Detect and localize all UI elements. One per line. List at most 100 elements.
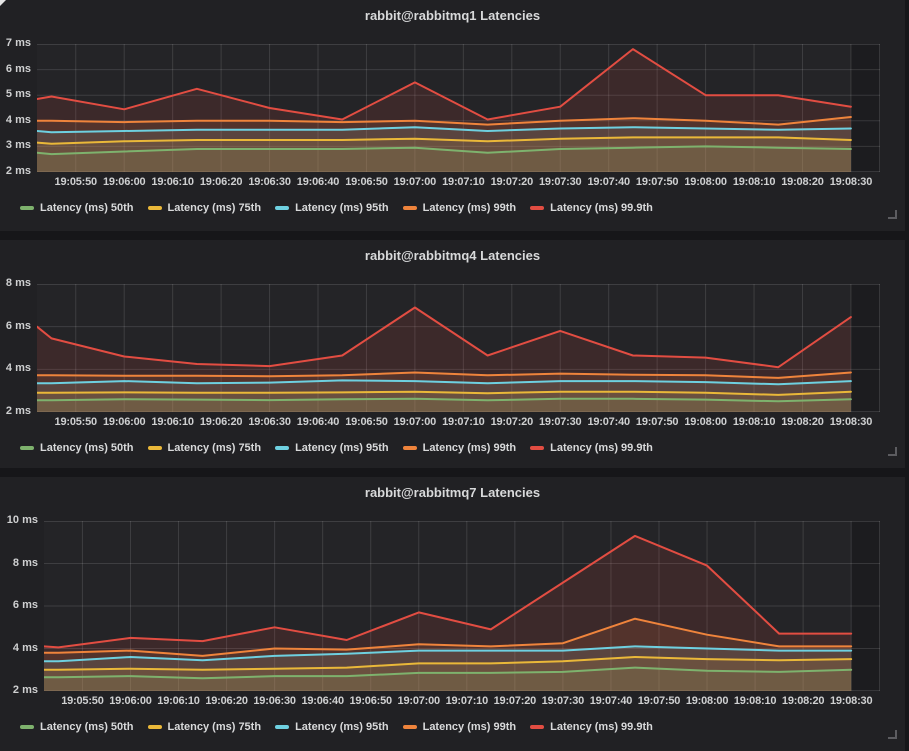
legend-label: Latency (ms) 99.9th (550, 721, 653, 733)
legend-label: Latency (ms) 75th (167, 202, 262, 214)
legend: Latency (ms) 50th Latency (ms) 75th Latenc… (20, 721, 905, 737)
latency-chart-svg[interactable] (37, 284, 880, 412)
legend-swatch (20, 725, 34, 729)
legend-item[interactable]: Latency (ms) 99th (402, 721, 517, 733)
x-axis-label: 19:07:00 (393, 176, 437, 188)
x-axis-label: 19:06:00 (109, 695, 152, 707)
y-axis-label: 6 ms (5, 319, 31, 332)
latency-plot[interactable] (37, 44, 880, 172)
legend-swatch (147, 446, 162, 450)
legend-item[interactable]: Latency (ms) 50th (20, 721, 134, 733)
y-axis-label: 3 ms (5, 139, 31, 152)
legend-swatch (402, 725, 417, 729)
legend-item[interactable]: Latency (ms) 50th (20, 202, 134, 214)
y-axis-label: 10 ms (6, 514, 38, 526)
legend: Latency (ms) 50th Latency (ms) 75th Latenc… (20, 442, 905, 458)
x-axis-label: 19:08:30 (829, 695, 873, 707)
x-axis-label: 19:06:00 (102, 176, 146, 188)
latency-chart-svg[interactable] (37, 44, 880, 172)
x-axis-label: 19:07:20 (493, 695, 537, 707)
x-axis-label: 19:06:30 (248, 176, 291, 188)
legend-label: Latency (ms) 99th (422, 202, 517, 214)
x-axis-label: 19:05:50 (54, 416, 98, 428)
legend-item[interactable]: Latency (ms) 75th (147, 442, 262, 454)
x-axis-label: 19:06:30 (253, 695, 296, 707)
x-axis: 19:05:50 19:06:00 19:06:10 19:06:20 19:06:30… (37, 172, 880, 194)
legend-swatch (147, 725, 162, 729)
legend-swatch (402, 446, 417, 450)
latency-plot[interactable] (37, 284, 880, 412)
y-axis-label: 4 ms (5, 113, 31, 126)
y-axis-label: 2 ms (12, 684, 38, 696)
y-axis-label: 2 ms (5, 405, 31, 417)
panel-resize-handle[interactable] (888, 447, 897, 456)
legend-label: Latency (ms) 95th (295, 721, 389, 733)
legend-item[interactable]: Latency (ms) 50th (20, 442, 134, 454)
x-axis-label: 19:07:00 (393, 416, 437, 428)
y-axis: 10 ms 8 ms 6 ms 4 ms 2 ms (0, 514, 44, 696)
legend-item[interactable]: Latency (ms) 95th (275, 202, 389, 214)
latency-plot[interactable] (44, 521, 880, 691)
legend-item[interactable]: Latency (ms) 95th (275, 721, 389, 733)
y-axis-label: 7 ms (5, 37, 31, 49)
x-axis-label: 19:08:30 (829, 416, 873, 428)
x-axis-label: 19:08:20 (781, 416, 824, 428)
panel-title: rabbit@rabbitmq4 Latencies (364, 248, 541, 263)
legend-swatch (530, 206, 545, 210)
legend-label: Latency (ms) 95th (295, 442, 389, 454)
legend-item[interactable]: Latency (ms) 75th (147, 202, 262, 214)
x-axis-label: 19:07:50 (635, 416, 679, 428)
legend-label: Latency (ms) 75th (167, 442, 262, 454)
legend-label: Latency (ms) 99th (422, 442, 517, 454)
y-axis-label: 4 ms (5, 362, 31, 375)
legend-swatch (20, 206, 34, 210)
x-axis-label: 19:08:20 (781, 695, 825, 707)
panel-resize-handle[interactable] (888, 210, 897, 219)
x-axis-label: 19:08:20 (781, 176, 824, 188)
x-axis-label: 19:06:20 (199, 176, 243, 188)
legend-item[interactable]: Latency (ms) 99.9th (530, 721, 653, 733)
latency-chart-svg[interactable] (44, 521, 880, 691)
panel-resize-handle[interactable] (888, 730, 897, 739)
legend-label: Latency (ms) 99th (422, 721, 517, 733)
x-axis-label: 19:07:10 (442, 176, 485, 188)
legend-swatch (20, 446, 34, 450)
x-axis-label: 19:06:20 (205, 695, 248, 707)
x-axis-label: 19:07:00 (397, 695, 441, 707)
x-axis-label: 19:07:40 (587, 416, 630, 428)
y-axis-label: 2 ms (5, 165, 31, 177)
legend-swatch (275, 446, 290, 450)
panel-rabbitmq4-latencies: rabbit@rabbitmq4 Latencies 8 ms 6 ms 4 ms 2… (0, 240, 905, 468)
legend-item[interactable]: Latency (ms) 95th (275, 442, 389, 454)
legend: Latency (ms) 50th Latency (ms) 75th Latenc… (20, 202, 905, 218)
panel-title: rabbit@rabbitmq7 Latencies (364, 485, 541, 500)
y-axis-label: 6 ms (5, 62, 31, 75)
legend-item[interactable]: Latency (ms) 75th (147, 721, 262, 733)
x-axis-label: 19:08:10 (733, 695, 777, 707)
panel-rabbitmq7-latencies: rabbit@rabbitmq7 Latencies 10 ms 8 ms 6 ms… (0, 477, 905, 751)
legend-swatch (530, 725, 545, 729)
y-axis-label: 6 ms (12, 599, 38, 611)
y-axis-label: 8 ms (12, 556, 38, 569)
x-axis-label: 19:06:30 (248, 416, 291, 428)
x-axis: 19:05:50 19:06:00 19:06:10 19:06:20 19:06:30… (44, 691, 880, 713)
legend-item[interactable]: Latency (ms) 99.9th (530, 442, 653, 454)
legend-label: Latency (ms) 99.9th (550, 202, 653, 214)
legend-item[interactable]: Latency (ms) 99th (402, 202, 517, 214)
x-axis-label: 19:08:10 (732, 176, 776, 188)
legend-item[interactable]: Latency (ms) 99.9th (530, 202, 653, 214)
x-axis-label: 19:08:00 (684, 176, 727, 188)
x-axis-label: 19:06:40 (301, 695, 344, 707)
legend-swatch (275, 206, 290, 210)
x-axis-label: 19:05:50 (54, 176, 98, 188)
x-axis-label: 19:06:10 (151, 176, 194, 188)
legend-label: Latency (ms) 75th (167, 721, 262, 733)
x-axis-label: 19:07:40 (589, 695, 633, 707)
x-axis-label: 19:07:40 (587, 176, 630, 188)
legend-swatch (275, 725, 290, 729)
x-axis-label: 19:07:10 (442, 416, 485, 428)
legend-item[interactable]: Latency (ms) 99th (402, 442, 517, 454)
chart-area: 7 ms 6 ms 5 ms 4 ms 3 ms 2 ms (0, 37, 905, 177)
x-axis-label: 19:07:30 (539, 416, 582, 428)
